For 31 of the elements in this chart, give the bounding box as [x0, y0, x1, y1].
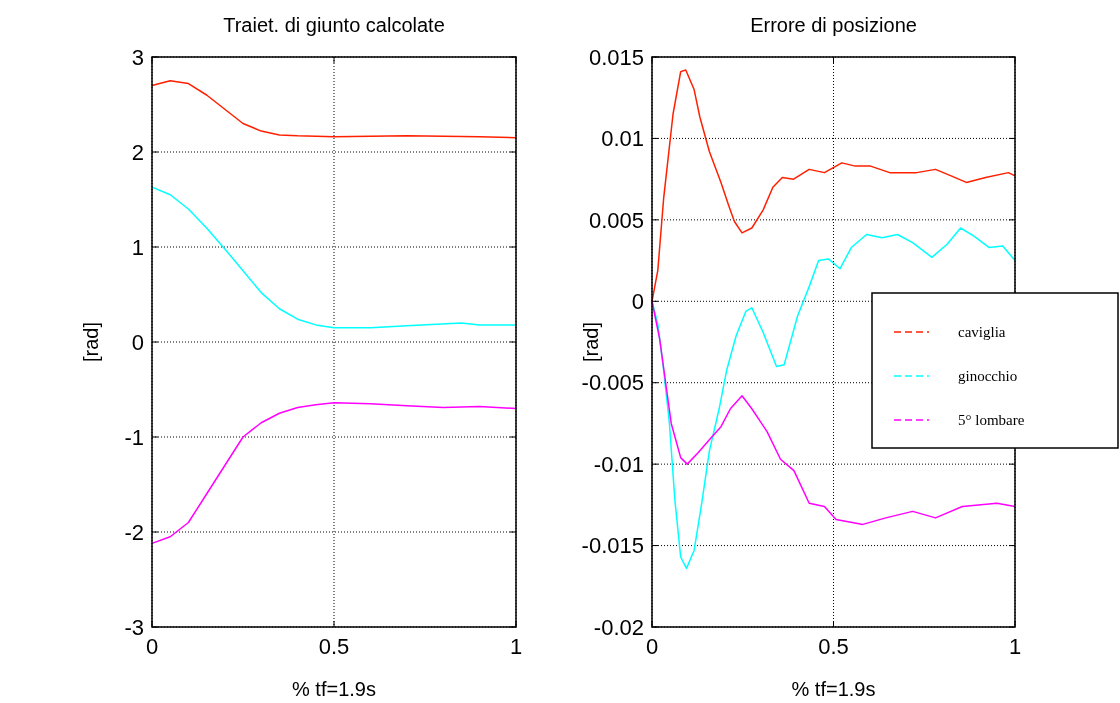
- x-tick-label: 1: [509, 634, 523, 659]
- x-tick-label: 0.5: [818, 634, 849, 659]
- x-tick-label: 1: [1008, 634, 1022, 659]
- y-tick-label: -2: [124, 519, 144, 545]
- y-tick-label: -0.005: [581, 370, 644, 396]
- legend-label: caviglia: [958, 324, 1006, 341]
- line-series: [151, 80, 517, 139]
- y-tick-label: 0: [131, 329, 144, 355]
- y-tick-label: -0.01: [593, 451, 644, 477]
- y-tick-label: -0.02: [593, 614, 644, 640]
- chart-title: Traiet. di giunto calcolate: [223, 14, 445, 36]
- legend-label: 5° lombare: [958, 412, 1025, 429]
- line-series: [151, 402, 517, 545]
- y-tick-label: 2: [131, 139, 144, 165]
- y-tick-label: 1: [131, 234, 144, 260]
- legend-label: ginocchio: [958, 368, 1018, 385]
- y-axis-title: [rad]: [80, 321, 102, 363]
- x-axis-title: % tf=1.9s: [791, 678, 876, 700]
- y-tick-label: 0.01: [601, 126, 644, 152]
- y-tick-label: -1: [124, 424, 144, 450]
- line-series: [151, 186, 517, 329]
- y-tick-label: 0.015: [588, 44, 644, 70]
- chart-title: Errore di posizione: [750, 14, 917, 36]
- y-tick-label: -0.015: [581, 533, 644, 559]
- y-axis-title: [rad]: [580, 321, 602, 363]
- y-tick-label: 3: [131, 44, 144, 70]
- x-tick-label: 0.5: [318, 634, 350, 659]
- y-tick-label: 0: [631, 288, 644, 314]
- y-tick-label: 0.005: [588, 207, 644, 233]
- x-axis-title: % tf=1.9s: [292, 678, 376, 700]
- y-tick-label: -3: [124, 614, 144, 640]
